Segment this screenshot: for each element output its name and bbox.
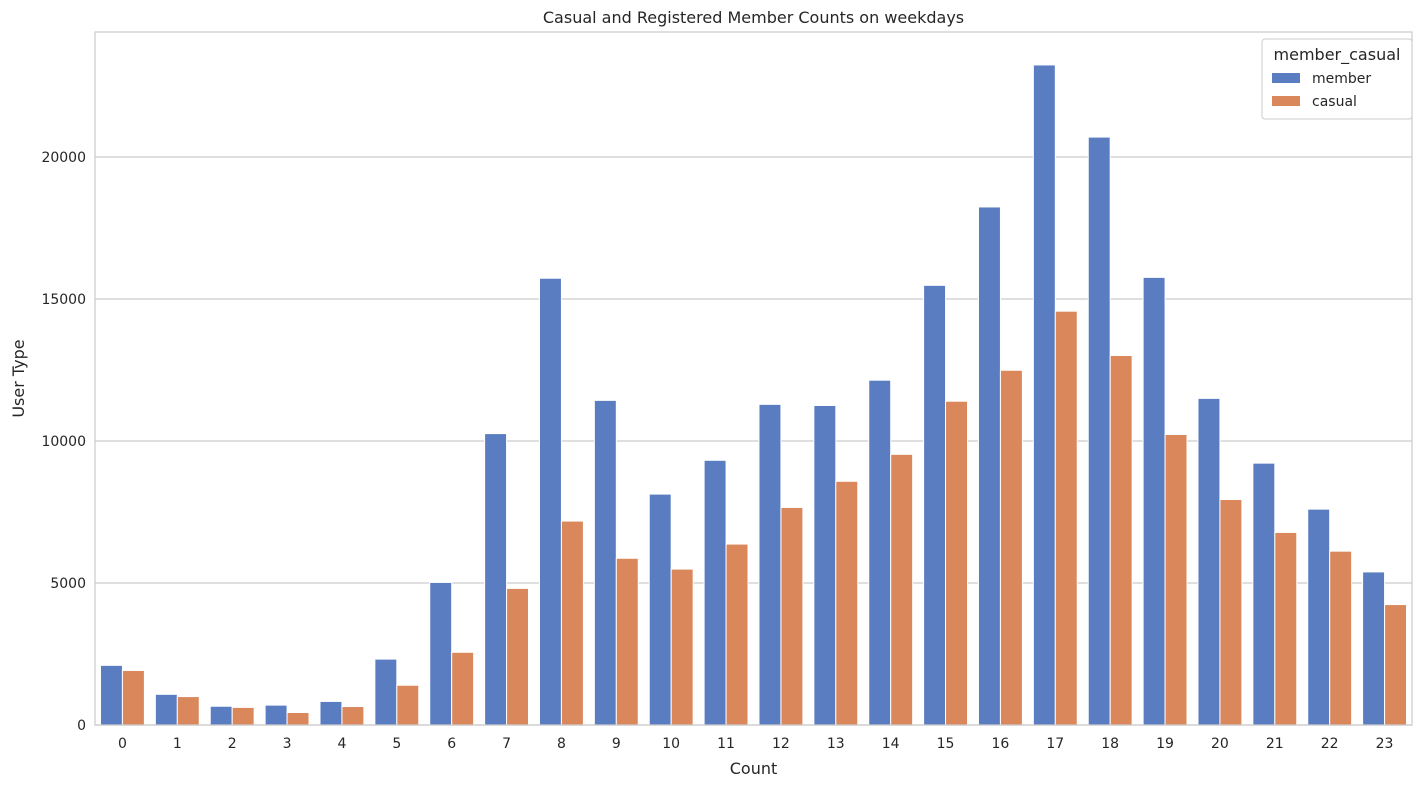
bar-member bbox=[813, 404, 837, 726]
bar-member bbox=[1087, 136, 1111, 726]
x-tick-label: 23 bbox=[1376, 736, 1394, 752]
bar-member bbox=[977, 206, 1001, 726]
legend-swatch-member bbox=[1272, 73, 1300, 83]
bar-casual bbox=[121, 669, 145, 726]
legend-title: member_casual bbox=[1274, 45, 1401, 65]
bar-member bbox=[758, 403, 782, 726]
legend: member_casual member casual bbox=[1261, 38, 1413, 120]
bar-casual bbox=[1164, 433, 1188, 726]
bar-member bbox=[868, 379, 892, 726]
legend-label-member: member bbox=[1312, 71, 1371, 87]
bar-casual bbox=[835, 480, 859, 726]
y-tick-label: 10000 bbox=[41, 434, 86, 450]
x-tick-label: 21 bbox=[1266, 736, 1284, 752]
x-axis-label: Count bbox=[730, 759, 778, 778]
x-tick-label: 5 bbox=[392, 736, 401, 752]
x-tick-label: 3 bbox=[283, 736, 292, 752]
bar-member bbox=[1197, 397, 1221, 726]
bar-member bbox=[99, 664, 123, 726]
y-tick-label: 0 bbox=[77, 718, 86, 734]
bar-member bbox=[593, 399, 617, 726]
bar-member bbox=[484, 433, 508, 726]
x-tick-label: 8 bbox=[557, 736, 566, 752]
x-tick-label: 15 bbox=[937, 736, 955, 752]
x-tick-label: 10 bbox=[662, 736, 680, 752]
y-tick-label: 15000 bbox=[41, 292, 86, 308]
bar-casual bbox=[1329, 550, 1353, 726]
bar-member bbox=[1362, 571, 1386, 726]
bar-casual bbox=[725, 543, 749, 726]
bar-casual bbox=[890, 453, 914, 726]
y-axis-label: User Type bbox=[9, 339, 28, 417]
bar-casual bbox=[1219, 498, 1243, 726]
y-tick-label: 5000 bbox=[50, 576, 86, 592]
x-tick-labels: 0 1 2 3 4 5 6 7 8 9 10 11 12 13 14 15 16 17 18 19 20 21 22 23 bbox=[118, 736, 1394, 752]
x-tick-label: 17 bbox=[1046, 736, 1064, 752]
legend-label-casual: casual bbox=[1312, 94, 1357, 110]
bar-casual bbox=[999, 369, 1023, 726]
bar-member bbox=[429, 581, 453, 726]
legend-swatch-casual bbox=[1272, 96, 1300, 106]
bar-casual bbox=[1109, 354, 1133, 726]
bar-casual bbox=[560, 520, 584, 726]
chart-title: Casual and Registered Member Counts on w… bbox=[543, 8, 964, 27]
bar-member bbox=[209, 705, 233, 726]
x-tick-label: 19 bbox=[1156, 736, 1174, 752]
x-tick-label: 16 bbox=[992, 736, 1010, 752]
x-tick-label: 12 bbox=[772, 736, 790, 752]
x-tick-label: 6 bbox=[447, 736, 456, 752]
bar-member bbox=[1252, 462, 1276, 726]
x-tick-label: 20 bbox=[1211, 736, 1229, 752]
x-tick-label: 13 bbox=[827, 736, 845, 752]
x-tick-label: 1 bbox=[173, 736, 182, 752]
x-tick-label: 9 bbox=[612, 736, 621, 752]
x-tick-label: 22 bbox=[1321, 736, 1339, 752]
bar-casual bbox=[231, 706, 255, 726]
x-tick-label: 11 bbox=[717, 736, 735, 752]
bar-casual bbox=[615, 557, 639, 726]
bar-casual bbox=[1274, 531, 1298, 726]
bar-casual bbox=[451, 651, 475, 726]
bar-member bbox=[648, 493, 672, 726]
bars bbox=[99, 64, 1408, 726]
x-tick-label: 4 bbox=[337, 736, 346, 752]
bar-member bbox=[374, 658, 398, 726]
bar-casual bbox=[945, 400, 969, 726]
x-tick-label: 2 bbox=[228, 736, 237, 752]
bar-member bbox=[923, 284, 947, 726]
bar-member bbox=[1142, 276, 1166, 726]
bar-casual bbox=[396, 684, 420, 726]
bar-member bbox=[1032, 64, 1056, 726]
bar-casual bbox=[1384, 604, 1408, 726]
x-tick-label: 14 bbox=[882, 736, 900, 752]
bar-member bbox=[538, 277, 562, 726]
bar-casual bbox=[780, 506, 804, 726]
x-tick-label: 0 bbox=[118, 736, 127, 752]
bar-casual bbox=[286, 712, 310, 726]
y-tick-label: 20000 bbox=[41, 150, 86, 166]
bar-member bbox=[319, 700, 343, 726]
x-tick-label: 18 bbox=[1101, 736, 1119, 752]
bar-member bbox=[703, 459, 727, 726]
bar-casual bbox=[506, 587, 530, 726]
bar-member bbox=[154, 693, 178, 726]
bar-casual bbox=[341, 706, 365, 726]
bar-casual bbox=[1054, 310, 1078, 726]
bar-casual bbox=[176, 696, 200, 726]
x-tick-label: 7 bbox=[502, 736, 511, 752]
bar-member bbox=[264, 704, 288, 726]
bar-casual bbox=[670, 568, 694, 726]
y-tick-labels: 0 5000 10000 15000 20000 bbox=[41, 150, 86, 734]
bar-member bbox=[1307, 508, 1331, 726]
plot-frame bbox=[94, 31, 1413, 726]
